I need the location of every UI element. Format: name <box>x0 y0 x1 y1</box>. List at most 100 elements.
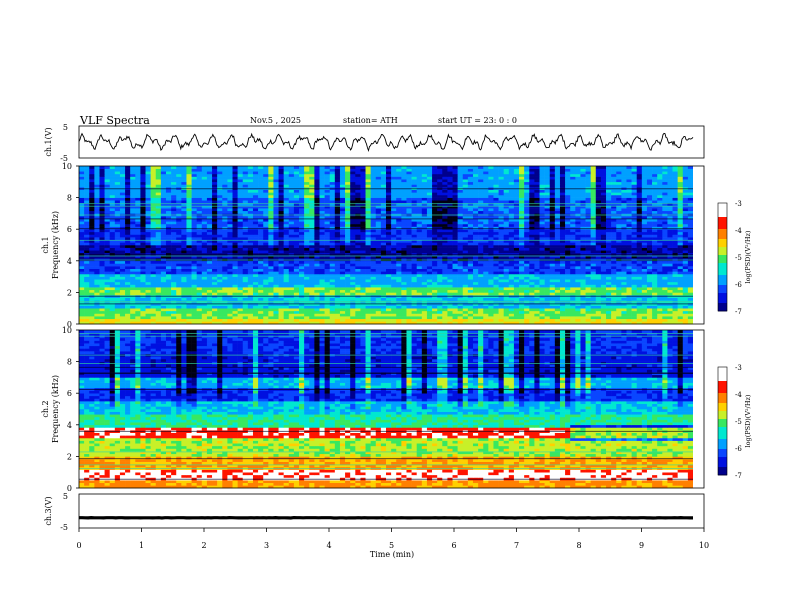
spectrogram-cell <box>350 239 356 243</box>
spectrogram-cell <box>646 250 653 254</box>
spectrogram-cell <box>493 310 499 314</box>
spectrogram-cell <box>478 273 484 277</box>
spectrogram-cell <box>380 308 387 312</box>
spectrogram-cell <box>191 245 197 248</box>
spectrogram-cell <box>503 242 510 246</box>
spectrogram-cell <box>263 231 269 235</box>
spectrogram-cell <box>309 276 315 280</box>
spectrogram-cell <box>247 287 254 291</box>
spectrogram-cell <box>590 223 597 227</box>
spectrogram-cell <box>293 260 300 264</box>
spectrogram-cell <box>380 247 387 251</box>
spectrogram-cell <box>396 237 402 241</box>
spectrogram-cell <box>544 266 551 269</box>
spectrogram-cell <box>165 302 172 306</box>
spectrogram-cell <box>135 226 141 230</box>
spectrogram-cell <box>140 287 146 291</box>
spectrogram-cell <box>334 302 341 306</box>
spectrogram-cell <box>626 310 632 314</box>
spectrogram-cell <box>365 287 371 291</box>
spectrogram-cell <box>299 218 305 222</box>
spectrogram-cell <box>150 226 157 230</box>
spectrogram-cell <box>426 247 433 251</box>
spectrogram-cell <box>99 313 105 317</box>
spectrogram-cell <box>452 318 458 322</box>
spectrogram-cell <box>672 318 678 322</box>
spectrogram-cell <box>662 310 668 314</box>
spectrogram-cell <box>375 273 382 277</box>
spectrogram-cell <box>258 242 264 246</box>
spectrogram-cell <box>616 310 622 314</box>
spectrogram-cell <box>206 231 213 235</box>
spectrogram-cell <box>498 229 504 233</box>
spectrogram-cell <box>401 302 407 306</box>
spectrogram-cell <box>575 281 581 285</box>
spectrogram-cell <box>206 239 213 243</box>
spectrogram-cell <box>339 313 346 317</box>
spectrogram-cell <box>309 273 315 277</box>
spectrogram-cell <box>575 226 581 230</box>
spectrogram-cell <box>125 321 131 325</box>
spectrogram-cell <box>524 218 530 222</box>
spectrogram-cell <box>498 292 504 296</box>
spectrogram-cell <box>498 216 504 219</box>
spectrogram-cell <box>426 271 433 275</box>
spectrogram-cell <box>590 289 597 293</box>
spectrogram-cell <box>252 242 259 246</box>
spectrogram-cell <box>145 308 151 312</box>
spectrogram-cell <box>549 292 556 296</box>
spectrogram-cell <box>293 305 300 309</box>
ch1-waveform-line <box>78 132 694 152</box>
spectrogram-cell <box>237 271 244 275</box>
spectrogram-cell <box>94 260 100 264</box>
spectrogram-cell <box>191 226 197 230</box>
spectrogram-cell <box>539 221 545 225</box>
spectrogram-cell <box>406 276 412 280</box>
spectrogram-cell <box>252 263 259 267</box>
spectrogram-cell <box>304 223 310 227</box>
spectrogram-cell <box>171 287 177 291</box>
spectrogram-cell <box>549 313 556 317</box>
spectrogram-cell <box>299 271 305 275</box>
spectrogram-cell <box>426 284 433 288</box>
spectrogram-cell <box>222 250 228 254</box>
spectrogram-cell <box>206 263 213 267</box>
spectrogram-cell <box>391 223 397 227</box>
spectrogram-cell <box>606 216 612 219</box>
spectrogram-cell <box>611 266 617 269</box>
spectrogram-cell <box>186 263 192 267</box>
spectrogram-cell <box>232 289 238 293</box>
spectrogram-cell <box>375 302 382 306</box>
spectrogram-cell <box>334 231 341 235</box>
spectrogram-cell <box>278 263 284 267</box>
spectrogram-cell <box>237 221 244 225</box>
spectrogram-cell <box>467 308 474 312</box>
spectrogram-cell <box>252 250 259 254</box>
spectrogram-cell <box>513 250 520 254</box>
spectrogram-cell <box>652 216 658 219</box>
spectrogram-cell <box>160 239 167 243</box>
spectrogram-cell <box>508 297 515 301</box>
spectrogram-cell <box>206 260 213 264</box>
spectrogram-cell <box>232 318 238 322</box>
spectrogram-cell <box>130 292 136 296</box>
spectrogram-cell <box>380 229 387 233</box>
spectrogram-cell <box>104 292 110 296</box>
spectrogram-cell <box>171 302 177 306</box>
spectrogram-cell <box>488 305 494 309</box>
spectrogram-cell <box>99 305 105 309</box>
spectrogram-cell <box>667 234 673 238</box>
spectrogram-cell <box>309 321 315 325</box>
spectrogram-cell <box>283 297 290 301</box>
spectrogram-cell <box>89 255 95 259</box>
spectrogram-cell <box>273 292 279 296</box>
spectrogram-cell <box>631 247 638 251</box>
spectrogram-cell <box>544 305 551 309</box>
spectrogram-cell <box>498 245 504 248</box>
spectrogram-cell <box>554 302 561 306</box>
spectrogram-cell <box>119 310 126 314</box>
spectrogram-cell <box>472 263 479 267</box>
spectrogram-cell <box>314 284 320 288</box>
spectrogram-cell <box>283 302 290 306</box>
spectrogram-cell <box>119 234 126 238</box>
